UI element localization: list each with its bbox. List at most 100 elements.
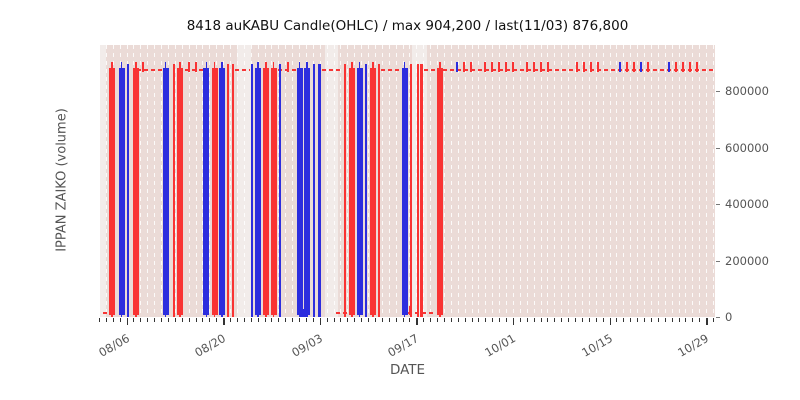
x-minor-tick: [216, 318, 218, 322]
x-minor-tick: [492, 318, 494, 322]
x-minor-tick: [347, 318, 349, 322]
x-minor-tick: [271, 318, 273, 322]
day-gridline: [713, 45, 714, 317]
day-gridline: [430, 45, 432, 317]
reference-dash-bottom: [103, 312, 110, 315]
day-gridline: [657, 45, 659, 317]
day-gridline: [568, 45, 570, 317]
day-gridline: [602, 45, 604, 317]
reference-dash-top: [278, 68, 296, 71]
candle-top-tick: [647, 61, 649, 72]
y-tick-label: 400000: [725, 197, 769, 212]
day-gridline: [443, 45, 445, 317]
x-minor-tick: [361, 318, 363, 322]
y-tick-label: 800000: [725, 84, 769, 99]
x-minor-tick: [147, 318, 149, 322]
x-minor-tick: [161, 318, 162, 322]
candle-top-tick: [597, 61, 600, 72]
candle-top-tick: [682, 61, 684, 72]
day-gridline: [147, 45, 149, 317]
candle-body: [254, 67, 261, 316]
day-gridline: [457, 45, 459, 317]
x-minor-tick: [409, 318, 411, 322]
candle-top-tick: [505, 61, 508, 72]
day-gridline: [526, 45, 528, 317]
x-minor-tick: [575, 318, 576, 322]
plot-area: [100, 45, 715, 317]
candle-body: [296, 67, 303, 316]
candle-top-tick: [547, 61, 550, 72]
x-minor-tick: [547, 318, 549, 322]
candle-top-tick: [626, 61, 628, 72]
day-gridline: [519, 45, 521, 317]
candle-top-tick: [470, 61, 473, 72]
day-gridline: [623, 45, 625, 317]
candle-top-tick: [689, 61, 691, 72]
candle-body: [133, 67, 139, 316]
candle-thin: [317, 64, 321, 317]
day-gridline: [154, 45, 156, 317]
x-minor-tick: [264, 318, 266, 322]
candle-thin: [410, 64, 412, 317]
x-minor-tick: [568, 318, 570, 322]
x-minor-tick: [133, 318, 135, 322]
x-minor-tick: [450, 318, 452, 322]
candle-top-tick: [188, 61, 191, 72]
day-gridline: [450, 45, 452, 317]
candle-thin: [279, 64, 281, 317]
x-major-tick: [223, 318, 225, 325]
x-minor-tick: [285, 318, 287, 322]
day-gridline: [381, 45, 383, 317]
candle-top-tick: [512, 61, 515, 72]
day-gridline: [485, 45, 487, 317]
day-gridline: [209, 45, 211, 317]
day-gridline: [285, 45, 287, 317]
x-minor-tick: [105, 318, 107, 322]
candle-body: [349, 67, 355, 316]
day-gridline: [492, 45, 494, 317]
x-major-tick: [512, 318, 515, 325]
x-minor-tick: [209, 318, 211, 322]
x-minor-tick: [154, 318, 156, 322]
day-gridline: [499, 45, 501, 317]
day-gridline: [326, 45, 328, 317]
candle-top-tick: [533, 61, 536, 72]
day-gridline: [174, 45, 176, 317]
reference-dash-top: [137, 68, 163, 71]
x-minor-tick: [299, 318, 300, 322]
day-gridline: [188, 45, 190, 317]
x-minor-tick: [637, 318, 639, 322]
candle-body: [118, 67, 125, 316]
x-major-tick: [706, 318, 708, 325]
x-minor-tick: [195, 318, 197, 322]
candle-top-tick: [526, 61, 529, 72]
y-tick-mark: [716, 317, 720, 318]
candle-body: [304, 67, 311, 316]
candle-thin: [378, 64, 381, 317]
candle-top-tick: [583, 61, 586, 72]
day-gridline: [292, 45, 294, 317]
candle-top-tick: [640, 61, 642, 72]
x-minor-tick: [664, 318, 666, 322]
x-minor-tick: [333, 318, 335, 322]
candle-top-tick: [491, 61, 494, 72]
day-gridline: [161, 45, 162, 317]
day-gridline: [699, 45, 701, 317]
candle-thin: [365, 64, 367, 317]
reference-dash-top: [381, 68, 400, 71]
candle-body: [401, 67, 408, 316]
candle-body: [356, 67, 363, 316]
x-minor-tick: [671, 318, 673, 322]
day-gridline: [644, 45, 645, 317]
candle-body: [263, 67, 270, 316]
candle-top-tick: [668, 61, 670, 72]
x-major-tick: [416, 318, 418, 325]
y-tick-mark: [716, 204, 720, 206]
x-minor-tick: [257, 318, 259, 322]
chart-title: 8418 auKABU Candle(OHLC) / max 904,200 /…: [186, 18, 629, 34]
x-minor-tick: [250, 318, 252, 322]
x-minor-tick: [374, 318, 376, 322]
x-minor-tick: [181, 318, 183, 322]
candle-thin: [420, 64, 424, 317]
candle-body: [177, 67, 183, 316]
